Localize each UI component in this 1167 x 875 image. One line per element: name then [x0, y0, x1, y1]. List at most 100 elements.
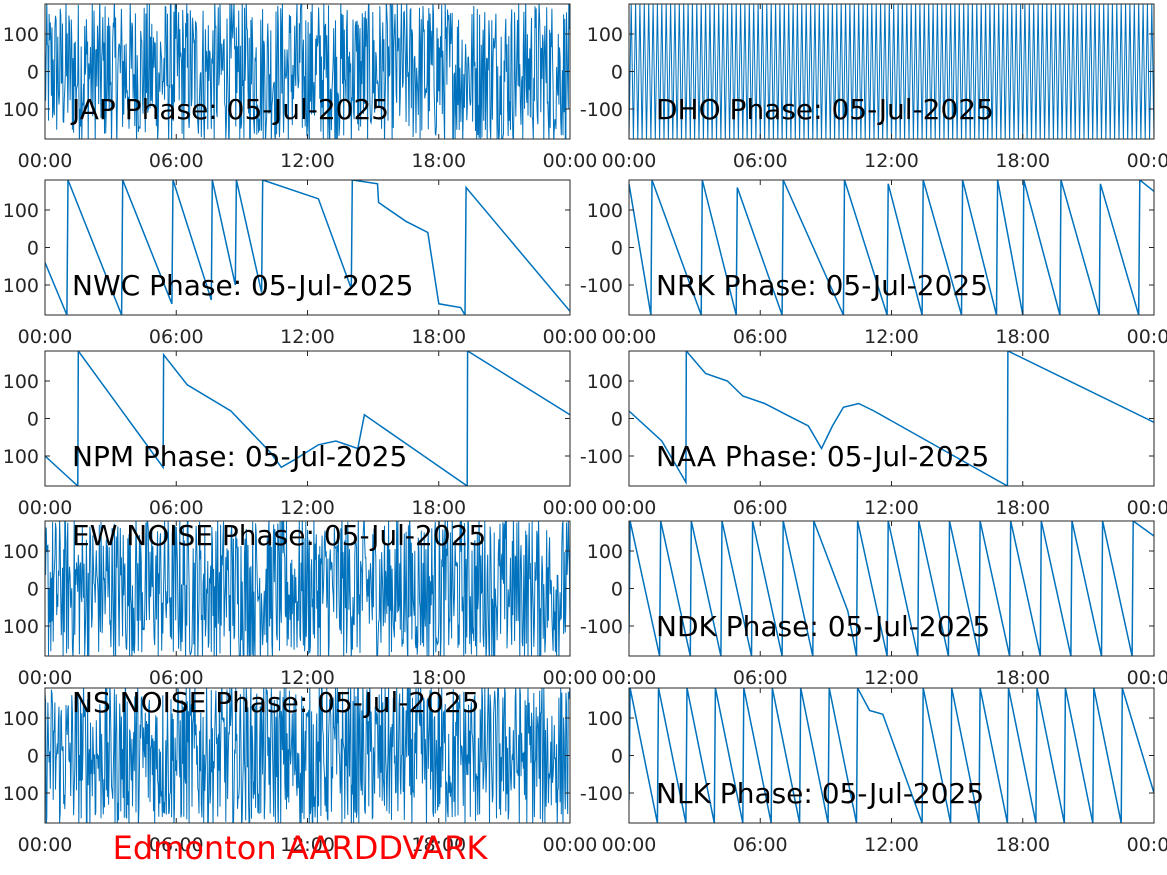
x-tick-label: 12:00	[864, 150, 919, 172]
x-tick-label: 06:00	[733, 150, 788, 172]
y-tick-label: -100	[580, 99, 623, 121]
x-tick-label: 06:00	[149, 326, 204, 348]
series-line-nwc	[45, 180, 570, 315]
panel-nwc: 100 0 100 00:00 06:00 12:00 18:00 00:00 NWC Phas…	[3, 179, 598, 348]
series-line-naa	[629, 351, 1154, 486]
x-tick-label: 06:00	[149, 834, 204, 856]
y-tick-label: 100	[587, 24, 623, 46]
y-tick-label: 100	[3, 616, 39, 638]
y-tick-label: 100	[587, 541, 623, 563]
series-line-npm	[45, 351, 570, 486]
panel-nlk: 100 0 -100 00:00 06:00 12:00 18:00 00:00 NLK Pha…	[580, 687, 1167, 856]
x-tick-label: 18:00	[411, 834, 466, 856]
y-tick-label: 100	[587, 708, 623, 730]
y-tick-label: 100	[3, 24, 39, 46]
y-tick-label: -100	[580, 446, 623, 468]
y-tick-label: -100	[580, 275, 623, 297]
x-tick-label: 06:00	[733, 667, 788, 689]
x-tick-label: 00:00	[602, 150, 657, 172]
x-tick-label: 00:00	[1127, 150, 1167, 172]
x-tick-label: 00:00	[543, 150, 598, 172]
series-line-ndk	[629, 521, 1154, 656]
y-tick-label: 0	[611, 579, 623, 601]
panel-title: DHO Phase: 05-Jul-2025	[656, 93, 994, 126]
panel-title: NLK Phase: 05-Jul-2025	[656, 777, 984, 810]
x-tick-label: 00:00	[1127, 834, 1167, 856]
panel-jap: 100 0 100 00:00 06:00 12:00 18:00 00:00 JAP Phas…	[3, 3, 598, 172]
panel-ndk: 100 0 -100 00:00 06:00 12:00 18:00 00:00 NDK Pha…	[580, 520, 1167, 689]
series-line-dho	[629, 4, 1154, 139]
x-tick-label: 12:00	[864, 667, 919, 689]
x-tick-label: 06:00	[733, 326, 788, 348]
series-line-ew-noise	[45, 521, 570, 656]
series-line-nrk	[629, 180, 1154, 315]
y-tick-label: 100	[3, 99, 39, 121]
panels-group: 100 0 100 00:00 06:00 12:00 18:00 00:00 JAP Phas…	[3, 3, 1167, 856]
y-tick-label: 100	[587, 371, 623, 393]
x-tick-label: 00:00	[602, 497, 657, 519]
y-tick-label: 0	[27, 238, 39, 260]
station-footer: Edmonton AARDDVARK	[113, 829, 489, 867]
panel-nrk: 100 0 -100 00:00 06:00 12:00 18:00 00:00 NRK Pha…	[580, 179, 1167, 348]
x-tick-label: 00:00	[1127, 326, 1167, 348]
panel-title: NRK Phase: 05-Jul-2025	[656, 269, 988, 302]
y-tick-label: 0	[27, 579, 39, 601]
x-tick-label: 12:00	[280, 834, 335, 856]
x-tick-label: 06:00	[733, 834, 788, 856]
y-tick-label: -100	[580, 616, 623, 638]
x-tick-label: 00:00	[18, 150, 73, 172]
x-tick-label: 12:00	[864, 834, 919, 856]
x-tick-label: 00:00	[602, 326, 657, 348]
panel-naa: 100 0 -100 00:00 06:00 12:00 18:00 00:00 NAA Pha…	[580, 350, 1167, 519]
x-tick-label: 18:00	[411, 667, 466, 689]
y-tick-label: 0	[27, 62, 39, 84]
x-tick-label: 00:00	[1127, 667, 1167, 689]
series-line-ns-noise	[45, 688, 570, 823]
x-tick-label: 18:00	[995, 326, 1050, 348]
panel-ew-noise: 100 0 100 00:00 06:00 12:00 18:00 00:00 EW NOISE…	[3, 519, 598, 689]
y-tick-label: 0	[611, 409, 623, 431]
y-tick-label: 0	[27, 746, 39, 768]
x-tick-label: 18:00	[411, 497, 466, 519]
panel-title: NS NOISE Phase: 05-Jul-2025	[72, 686, 480, 719]
x-tick-label: 18:00	[995, 667, 1050, 689]
y-tick-label: 100	[3, 783, 39, 805]
panel-title: EW NOISE Phase: 05-Jul-2025	[72, 519, 486, 552]
panel-ns-noise: 100 0 100 00:00 06:00 12:00 18:00 00:00 NS NOISE…	[3, 686, 598, 856]
x-tick-label: 00:00	[602, 834, 657, 856]
x-tick-label: 00:00	[18, 497, 73, 519]
x-tick-label: 18:00	[995, 150, 1050, 172]
x-tick-label: 18:00	[995, 834, 1050, 856]
panel-npm: 100 0 100 00:00 06:00 12:00 18:00 00:00 NPM Phas…	[3, 350, 598, 519]
y-tick-label: 100	[3, 371, 39, 393]
y-tick-label: 100	[3, 708, 39, 730]
x-tick-label: 00:00	[543, 667, 598, 689]
series-line-nlk	[629, 688, 1154, 823]
x-tick-label: 06:00	[733, 497, 788, 519]
panel-dho: 100 0 -100 00:00 06:00 12:00 18:00 00:00 DHO Pha…	[580, 3, 1167, 172]
y-tick-label: 0	[611, 238, 623, 260]
x-tick-label: 12:00	[864, 326, 919, 348]
x-tick-label: 12:00	[864, 497, 919, 519]
x-tick-label: 06:00	[149, 497, 204, 519]
x-tick-label: 18:00	[995, 497, 1050, 519]
x-tick-label: 06:00	[149, 150, 204, 172]
y-tick-label: 100	[3, 446, 39, 468]
x-tick-label: 18:00	[411, 326, 466, 348]
y-tick-label: 0	[611, 746, 623, 768]
x-tick-label: 12:00	[280, 497, 335, 519]
x-tick-label: 18:00	[411, 150, 466, 172]
x-tick-label: 00:00	[543, 326, 598, 348]
x-tick-label: 00:00	[18, 834, 73, 856]
x-tick-label: 00:00	[602, 667, 657, 689]
panel-title: NPM Phase: 05-Jul-2025	[72, 440, 407, 473]
y-tick-label: -100	[580, 783, 623, 805]
x-tick-label: 00:00	[18, 326, 73, 348]
x-tick-label: 00:00	[543, 497, 598, 519]
panel-title: NAA Phase: 05-Jul-2025	[656, 440, 989, 473]
y-tick-label: 100	[3, 541, 39, 563]
x-tick-label: 00:00	[1127, 497, 1167, 519]
x-tick-label: 12:00	[280, 667, 335, 689]
y-tick-label: 100	[3, 200, 39, 222]
